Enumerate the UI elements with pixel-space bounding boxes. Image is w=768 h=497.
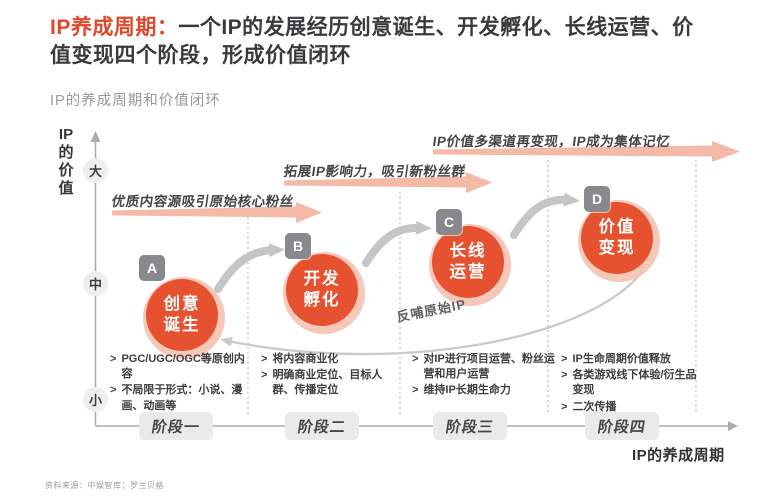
bullet-marker: > xyxy=(261,369,268,382)
bullet-item: > 对IP进行项目运营、粉丝运营和用户运营 xyxy=(412,352,556,382)
phase-pill-4: 阶段四 xyxy=(585,412,659,440)
pink-arrow-level2 xyxy=(284,172,492,193)
y-tick-medium: 中 xyxy=(83,271,108,296)
bullet-item: > 将内容商业化 xyxy=(261,352,399,367)
stage-circle-c: 长线 运营 C xyxy=(429,209,511,306)
annotation-level3: IP价值多渠道再变现，IP成为集体记忆 xyxy=(431,134,672,149)
annotation-level1: 优质内容源吸引原始核心粉丝 xyxy=(110,194,295,209)
y-axis-arrowhead xyxy=(90,131,101,142)
bullet-text: 明确商业定位、目标人群、传播定位 xyxy=(272,369,383,397)
bullet-item: > 二次传播 xyxy=(561,400,703,415)
phase-pill-3: 阶段三 xyxy=(433,412,507,440)
bullet-text: 二次传播 xyxy=(572,400,617,413)
stage-circle-d: 价值 变现 D xyxy=(578,186,660,282)
bullet-text: 维持IP长期生命力 xyxy=(423,384,511,397)
stage-badge-c: C xyxy=(436,209,462,235)
stage-notes-3: > 对IP进行项目运营、粉丝运营和用户运营 > 维持IP长期生命力 xyxy=(412,352,556,400)
bullet-text: IP生命周期价值释放 xyxy=(572,353,671,365)
pink-arrow-level1 xyxy=(112,202,322,223)
pink-annotation-arrows xyxy=(112,141,740,223)
y-tick-large: 大 xyxy=(83,158,108,183)
pink-arrow-level3 xyxy=(433,141,740,162)
stage-bubble-label: 创意 诞生 xyxy=(146,279,218,351)
bullet-marker: > xyxy=(412,353,419,365)
feedback-return-arrow xyxy=(220,271,643,356)
bullet-marker: > xyxy=(110,384,117,397)
bullet-marker: > xyxy=(110,353,117,365)
figure-subtitle: IP的养成周期和价值闭环 xyxy=(50,93,221,109)
bullet-marker: > xyxy=(561,353,568,365)
stage-badge-a: A xyxy=(139,255,165,281)
bullet-text: 不局限于形式：小说、漫画、动画等 xyxy=(121,384,243,412)
title-rest: 一个IP的发展经历创意诞生、开发孵化、长线运营、价值变现四个阶段，形成价值闭环 xyxy=(50,16,694,68)
bullet-text: PGC/UGC/OGC等原创内容 xyxy=(121,353,245,381)
bullet-marker: > xyxy=(412,384,419,397)
arrow-c-to-d xyxy=(510,192,580,239)
bullet-text: 各类游戏线下体验/衍生品变现 xyxy=(572,369,697,397)
bullet-item: > 明确商业定位、目标人群、传播定位 xyxy=(261,368,399,398)
y-axis-title: IP 的 价 值 xyxy=(58,126,74,197)
arrow-b-to-c xyxy=(362,220,432,267)
bullet-item: > 维持IP长期生命力 xyxy=(412,383,556,398)
bullet-marker: > xyxy=(561,400,568,413)
bullet-item: > IP生命周期价值释放 xyxy=(561,352,703,367)
phase-pill-label: 阶段二 xyxy=(296,418,348,436)
x-axis-title: IP的养成周期 xyxy=(632,447,725,464)
stage-badge-b: B xyxy=(285,233,311,259)
bullet-text: 将内容商业化 xyxy=(272,353,339,365)
stage-circle-a: 创意 诞生 A xyxy=(139,255,225,359)
phase-pill-label: 阶段一 xyxy=(150,418,202,436)
title-accent: IP养成周期： xyxy=(50,16,179,39)
arrow-a-to-b xyxy=(214,243,285,293)
bullet-item: > 各类游戏线下体验/衍生品变现 xyxy=(561,368,703,398)
y-tick-small: 小 xyxy=(83,387,108,412)
bullet-text: 对IP进行项目运营、粉丝运营和用户运营 xyxy=(423,353,555,381)
bullet-marker: > xyxy=(561,369,568,382)
x-axis-arrowhead xyxy=(728,421,738,431)
stage-bubble-label: 价值 变现 xyxy=(581,202,653,274)
stage-notes-2: > 将内容商业化 > 明确商业定位、目标人群、传播定位 xyxy=(261,352,399,400)
source-note: 资料来源：中娱智库；罗兰贝格 xyxy=(45,481,164,490)
stage-circle-b: 开发 孵化 B xyxy=(283,233,365,334)
stage-badge-d: D xyxy=(584,186,610,212)
phase-pill-2: 阶段二 xyxy=(285,412,359,440)
bullet-item: > 不局限于形式：小说、漫画、动画等 xyxy=(110,383,250,413)
stage-bubble-label: 开发 孵化 xyxy=(286,254,358,326)
phase-pill-label: 阶段四 xyxy=(596,418,648,436)
phase-pill-label: 阶段三 xyxy=(444,418,496,436)
phase-pill-1: 阶段一 xyxy=(139,412,213,440)
bullet-item: > PGC/UGC/OGC等原创内容 xyxy=(110,352,250,382)
page-title: IP养成周期：一个IP的发展经历创意诞生、开发孵化、长线运营、价值变现四个阶段，… xyxy=(50,14,702,70)
annotation-level2: 拓展IP影响力，吸引新粉丝群 xyxy=(282,164,467,179)
stage-notes-4: > IP生命周期价值释放 > 各类游戏线下体验/衍生品变现 > 二次传播 xyxy=(561,352,703,416)
bullet-marker: > xyxy=(261,353,268,365)
stage-transition-arrows xyxy=(214,192,580,293)
stage-notes-1: > PGC/UGC/OGC等原创内容 > 不局限于形式：小说、漫画、动画等 xyxy=(110,352,250,415)
stage-bubble-label: 长线 运营 xyxy=(432,226,504,298)
